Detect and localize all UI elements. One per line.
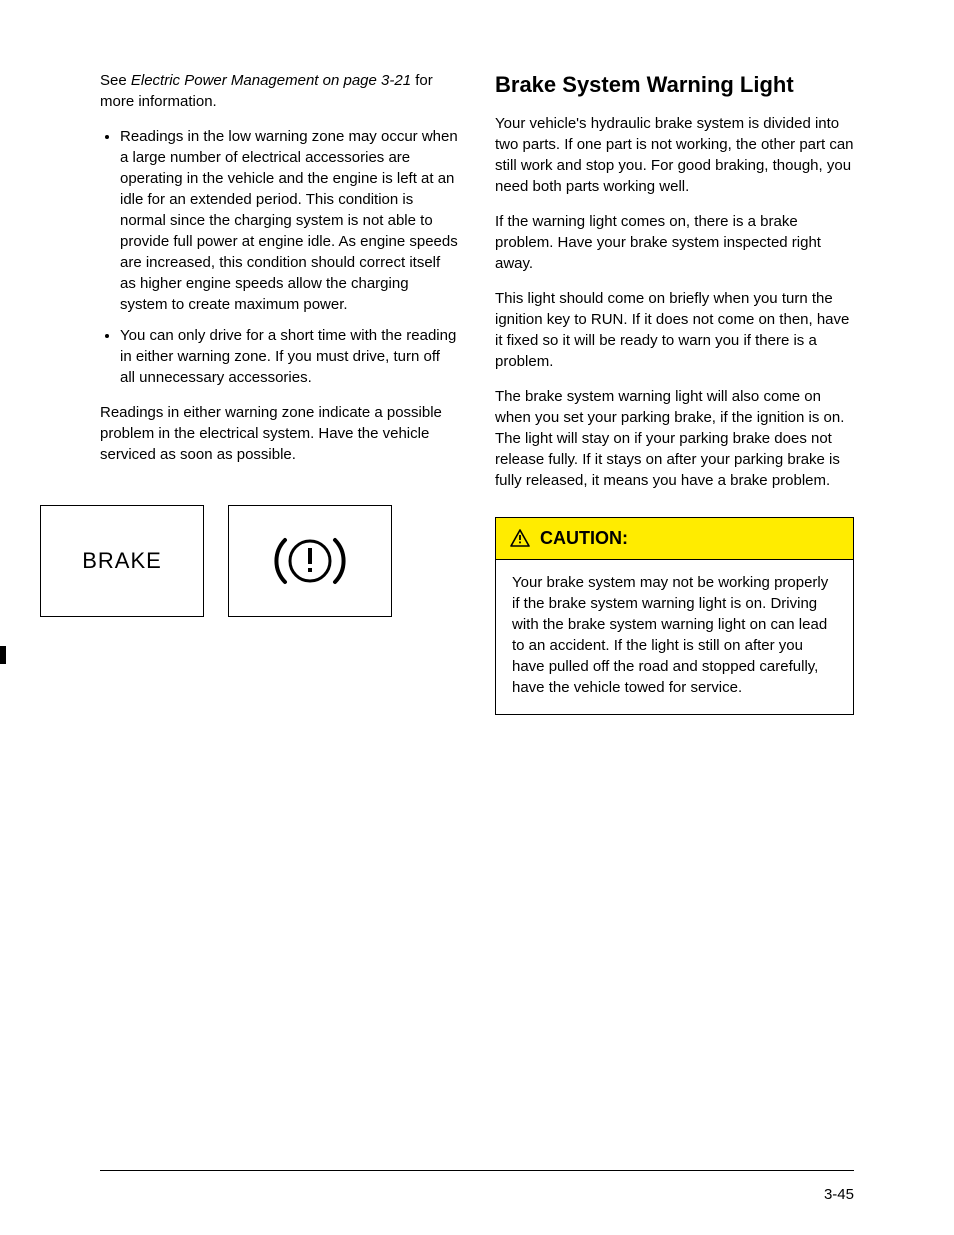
xref-page: on page 3-21 <box>323 72 411 89</box>
content-columns: See Electric Power Management on page 3-… <box>100 70 854 715</box>
left-column: See Electric Power Management on page 3-… <box>100 70 459 715</box>
brake-symbol-icon-box <box>228 505 392 617</box>
brake-icon-label: BRAKE <box>82 546 162 577</box>
crop-mark-left <box>0 646 6 664</box>
caution-callout: CAUTION: Your brake system may not be wo… <box>495 517 854 715</box>
page-number: 3-45 <box>824 1186 854 1203</box>
brake-warning-icon <box>265 531 355 591</box>
caution-body: Your brake system may not be working pro… <box>496 560 853 714</box>
xref-prefix: See <box>100 72 127 89</box>
list-item: Readings in the low warning zone may occ… <box>120 126 459 315</box>
list-item: You can only drive for a short time with… <box>120 325 459 388</box>
footer-rule <box>100 1170 854 1171</box>
body-paragraph: Your vehicle's hydraulic brake system is… <box>495 113 854 197</box>
warning-triangle-icon <box>510 529 530 547</box>
body-paragraph: If the warning light comes on, there is … <box>495 211 854 274</box>
warning-icon-row: BRAKE <box>40 505 459 617</box>
xref-title: Electric Power Management <box>131 72 319 89</box>
xref-line: See Electric Power Management on page 3-… <box>100 70 459 112</box>
bullet-list: Readings in the low warning zone may occ… <box>100 126 459 388</box>
caution-header: CAUTION: <box>496 518 853 560</box>
body-paragraph: The brake system warning light will also… <box>495 386 854 491</box>
caution-label: CAUTION: <box>540 526 628 551</box>
right-column: Brake System Warning Light Your vehicle'… <box>495 70 854 715</box>
manual-page: See Electric Power Management on page 3-… <box>0 0 954 1235</box>
section-heading: Brake System Warning Light <box>495 70 854 101</box>
closing-paragraph: Readings in either warning zone indicate… <box>100 402 459 465</box>
body-paragraph: This light should come on briefly when y… <box>495 288 854 372</box>
brake-text-icon-box: BRAKE <box>40 505 204 617</box>
